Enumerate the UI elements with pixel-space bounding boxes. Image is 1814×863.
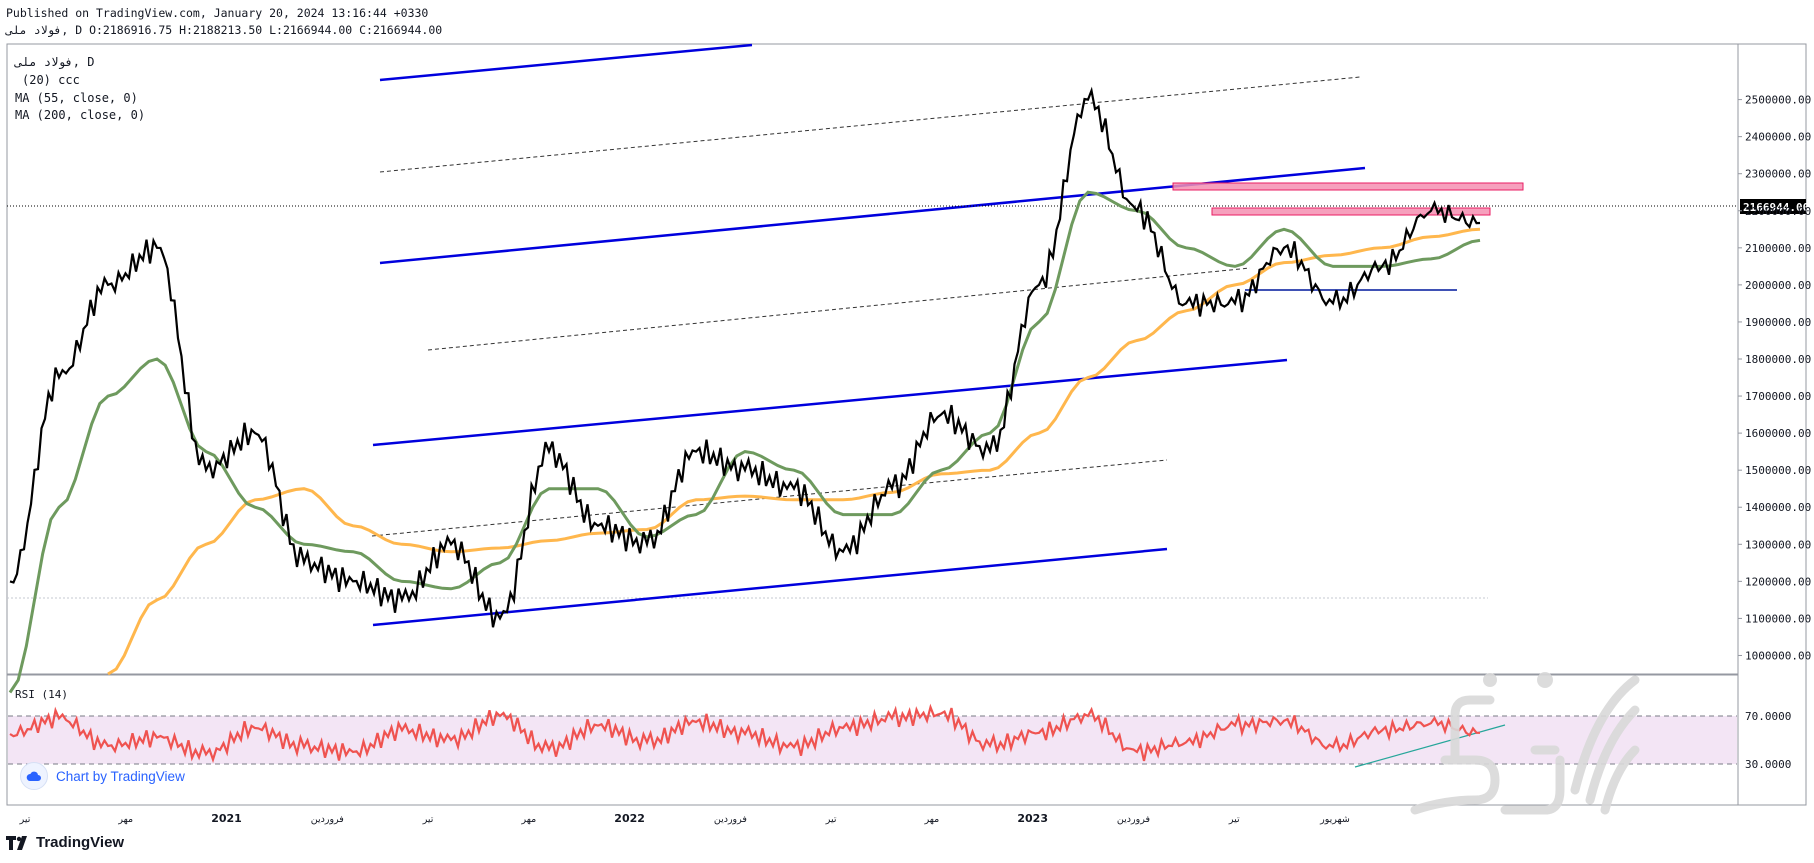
rsi-tick-label: 70.0000: [1745, 710, 1791, 723]
x-tick-label: فروردین: [311, 814, 344, 825]
y-tick-label: 1000000.00: [1745, 649, 1811, 662]
cloud-icon: [20, 762, 48, 790]
badge-label: Chart by TradingView: [56, 768, 185, 784]
price-axis-frame: [1737, 43, 1807, 806]
y-tick-label: 1300000.00: [1745, 538, 1811, 551]
resistance-zone-lower: [1211, 207, 1491, 216]
y-tick-label: 2500000.00: [1745, 94, 1811, 107]
y-tick-label: 1100000.00: [1745, 612, 1811, 625]
y-tick-label: 1200000.00: [1745, 575, 1811, 588]
legend-indicator-3: MA (200, close, 0): [15, 108, 146, 122]
x-tick-label: 2023: [1017, 812, 1048, 825]
y-tick-label: 2100000.00: [1745, 242, 1811, 255]
channel-line-3: [372, 358, 1288, 447]
chart-by-tradingview-badge[interactable]: Chart by TradingView: [20, 762, 185, 790]
y-tick-label: 1600000.00: [1745, 427, 1811, 440]
ohlc-info: فولاد ملی, D O:2186916.75 H:2188213.50 L…: [6, 23, 443, 37]
legend-symbol: فولاد ملی, D: [15, 55, 95, 69]
x-tick-label: تیر: [422, 814, 434, 825]
y-tick-label: 1700000.00: [1745, 390, 1811, 403]
current-price-label: 2166944.00: [1743, 201, 1809, 214]
y-tick-label: 1400000.00: [1745, 501, 1811, 514]
rsi-series: [9, 703, 1480, 764]
x-tick-label: تیر: [19, 814, 31, 825]
price-series: [9, 86, 1481, 628]
x-tick-label: فروردین: [714, 814, 747, 825]
tradingview-logo-icon: [6, 835, 27, 850]
x-tick-label: مهر: [924, 814, 940, 825]
x-tick-label: تیر: [825, 814, 837, 825]
rsi-tick-label: 30.0000: [1745, 758, 1791, 771]
midline-1: [379, 76, 1361, 173]
main-pane-frame: [6, 43, 1739, 675]
x-tick-label: مهر: [520, 814, 536, 825]
site-watermark-logo: [1410, 672, 1640, 815]
y-tick-label: 1500000.00: [1745, 464, 1811, 477]
tradingview-logo[interactable]: TradingView: [6, 834, 124, 851]
legend-indicator-2: MA (55, close, 0): [15, 91, 138, 105]
x-tick-label: مهر: [117, 814, 133, 825]
channel-line-1: [379, 43, 753, 82]
y-tick-label: 2200000.00: [1745, 205, 1811, 218]
ma55-series: [8, 190, 1481, 694]
y-tick-label: 2300000.00: [1745, 168, 1811, 181]
y-tick-label: 1800000.00: [1745, 353, 1811, 366]
x-tick-label: شهریور: [1319, 814, 1350, 825]
y-tick-label: 1900000.00: [1745, 316, 1811, 329]
ma200-series: [107, 227, 1481, 676]
rsi-label: RSI (14): [15, 688, 68, 701]
x-tick-label: فروردین: [1117, 814, 1150, 825]
tradingview-logo-text: TradingView: [36, 834, 125, 851]
resistance-zone-upper: [1172, 182, 1524, 191]
midline-2: [427, 267, 1251, 351]
x-tick-label: 2022: [614, 812, 645, 825]
y-tick-label: 2400000.00: [1745, 131, 1811, 144]
legend-indicator-1: (20) ccc: [22, 73, 80, 87]
y-tick-label: 2000000.00: [1745, 279, 1811, 292]
x-tick-label: تیر: [1228, 814, 1240, 825]
publish-info: Published on TradingView.com, January 20…: [6, 6, 429, 20]
current-price-badge: [1740, 199, 1806, 214]
x-tick-label: 2021: [211, 812, 242, 825]
